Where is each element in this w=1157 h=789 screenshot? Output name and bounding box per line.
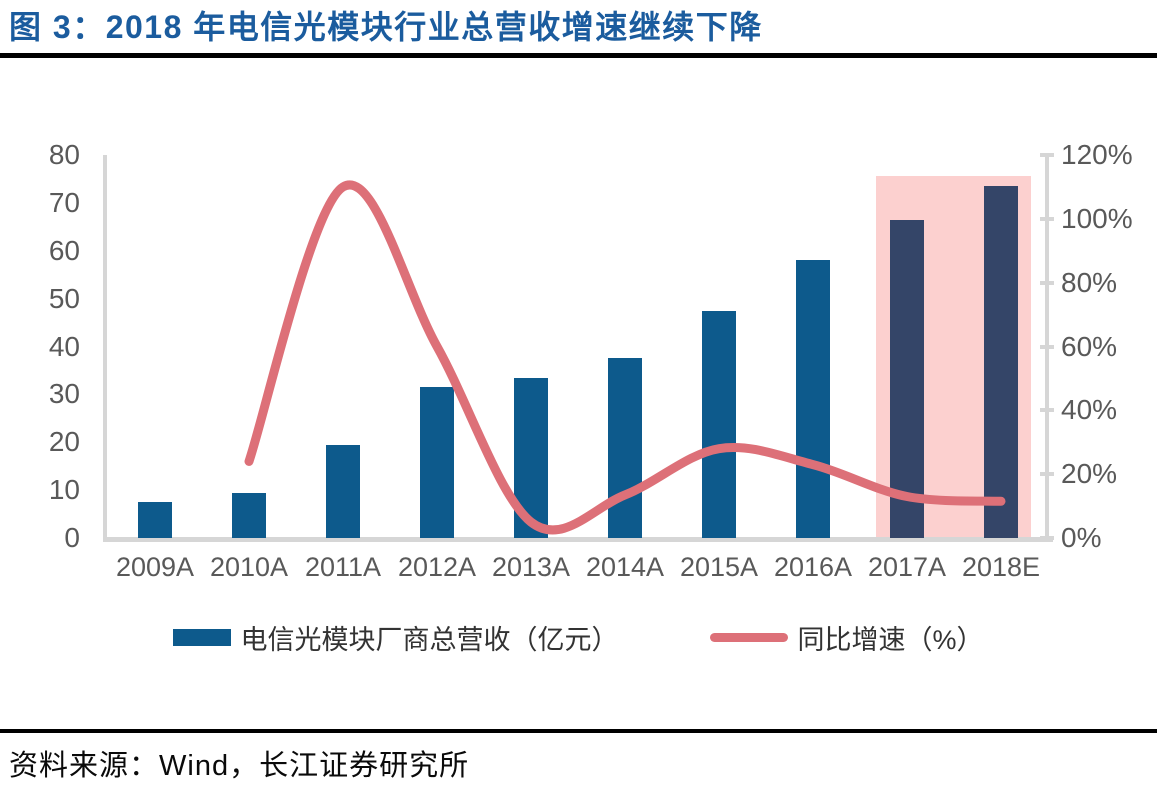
right-axis-tick-mark: [1040, 408, 1054, 413]
right-axis-tick-label: 40%: [1061, 394, 1118, 426]
figure-title: 图 3：2018 年电信光模块行业总营收增速继续下降: [9, 9, 763, 45]
right-axis-tick-label: 120%: [1061, 139, 1133, 170]
revenue-bar: [326, 444, 360, 538]
x-axis-category-label: 2015A: [679, 552, 759, 582]
revenue-bar: [232, 492, 266, 538]
revenue-bar: [702, 310, 736, 538]
left-axis-tick-label: 80: [48, 139, 80, 170]
x-axis-category-label: 2010A: [209, 552, 289, 582]
right-axis-tick-mark: [1040, 472, 1054, 477]
revenue-bar: [420, 387, 454, 538]
left-axis-tick-label: 70: [48, 186, 80, 218]
right-axis-tick-label: 20%: [1061, 458, 1118, 490]
chart-legend: 电信光模块厂商总营收（亿元） 同比增速（%）: [0, 618, 1157, 656]
left-axis-tick-label: 10: [48, 474, 80, 506]
bottom-axis-line: [103, 537, 1053, 542]
x-axis-category-label: 2018E: [961, 552, 1041, 582]
x-axis-category-label: 2017A: [867, 552, 947, 582]
legend-label-growth: 同比增速（%）: [797, 624, 984, 655]
title-divider: [0, 53, 1157, 58]
x-axis-category-label: 2013A: [491, 552, 571, 582]
revenue-bar: [138, 502, 172, 538]
left-axis-tick-label: 0: [64, 522, 80, 553]
right-axis-tick-mark: [1040, 280, 1054, 285]
x-axis-category-label: 2009A: [115, 552, 195, 582]
right-axis-tick-label: 0%: [1061, 522, 1102, 553]
left-axis-tick-label: 40: [48, 330, 80, 362]
x-axis-category-label: 2014A: [585, 552, 665, 582]
x-axis-category-label: 2011A: [304, 552, 382, 582]
revenue-bar-swatch: [173, 628, 232, 646]
right-axis-line: [1045, 155, 1049, 542]
revenue-bar: [796, 260, 830, 538]
x-axis-category-label: 2012A: [397, 552, 477, 582]
right-axis-tick-mark: [1040, 153, 1054, 157]
right-axis-tick-label: 60%: [1061, 330, 1118, 362]
right-axis-tick-mark: [1040, 344, 1054, 349]
right-axis-tick-mark: [1040, 536, 1054, 540]
legend-item-revenue: 电信光模块厂商总营收（亿元）: [173, 618, 618, 657]
left-axis-tick-label: 20: [48, 426, 80, 458]
legend-item-growth: 同比增速（%）: [710, 618, 984, 657]
revenue-bar: [608, 358, 642, 538]
legend-label-revenue: 电信光模块厂商总营收（亿元）: [240, 624, 619, 655]
right-axis-tick-label: 100%: [1061, 202, 1133, 234]
left-axis-tick-label: 50: [48, 282, 80, 314]
left-axis-tick-label: 30: [48, 378, 80, 410]
left-axis-tick-label: 60: [48, 234, 80, 266]
right-axis-tick-mark: [1040, 216, 1054, 221]
right-axis-tick-label: 80%: [1061, 266, 1118, 298]
source-divider: [0, 729, 1157, 733]
left-axis-line: [103, 155, 107, 542]
x-axis-category-label: 2016A: [773, 552, 853, 582]
growth-line-swatch: [710, 632, 789, 642]
source-note: 资料来源：Wind，长江证券研究所: [9, 750, 470, 782]
revenue-bar: [890, 219, 924, 538]
revenue-bar: [514, 377, 548, 538]
revenue-bar: [984, 186, 1018, 538]
